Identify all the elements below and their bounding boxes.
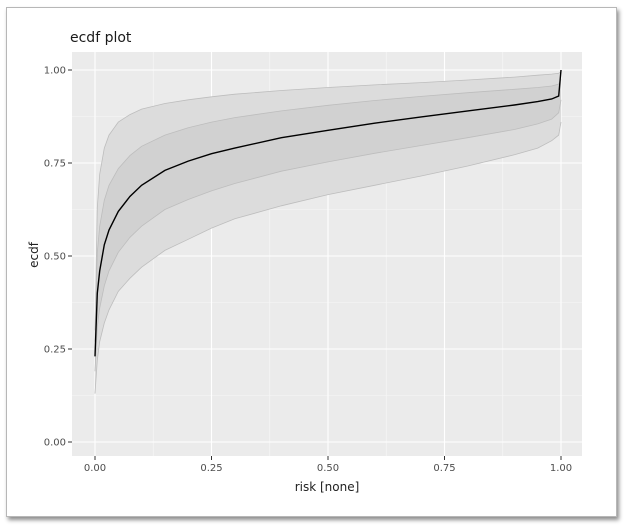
x-tick-label: 0.00 <box>84 463 106 474</box>
ecdf-line <box>94 69 562 357</box>
inner-band-upper-edge <box>94 79 562 342</box>
y-axis: 0.00 0.25 0.50 0.75 1.00 <box>44 66 72 449</box>
inner-confidence-band <box>95 79 561 372</box>
x-tick-label: 0.75 <box>433 463 455 474</box>
x-tick-label: 0.50 <box>317 463 339 474</box>
y-tick-label: 0.75 <box>44 159 66 170</box>
chart-title: ecdf plot <box>70 30 132 46</box>
inner-band-lower-edge <box>94 99 562 372</box>
y-tick-label: 0.25 <box>44 345 66 356</box>
x-tick-label: 0.25 <box>200 463 222 474</box>
y-axis-title: ecdf <box>27 241 41 268</box>
outer-band-upper-edge <box>94 71 562 331</box>
y-tick-label: 0.50 <box>44 252 66 263</box>
outer-band-lower-edge <box>94 122 562 394</box>
y-tick-label: 0.00 <box>44 438 66 449</box>
ecdf-lines <box>94 69 562 394</box>
x-axis: 0.00 0.25 0.50 0.75 1.00 <box>84 456 572 474</box>
confidence-bands <box>95 71 561 394</box>
x-axis-title: risk [none] <box>295 480 360 494</box>
y-tick-label: 1.00 <box>44 66 66 77</box>
x-tick-label: 1.00 <box>550 463 572 474</box>
